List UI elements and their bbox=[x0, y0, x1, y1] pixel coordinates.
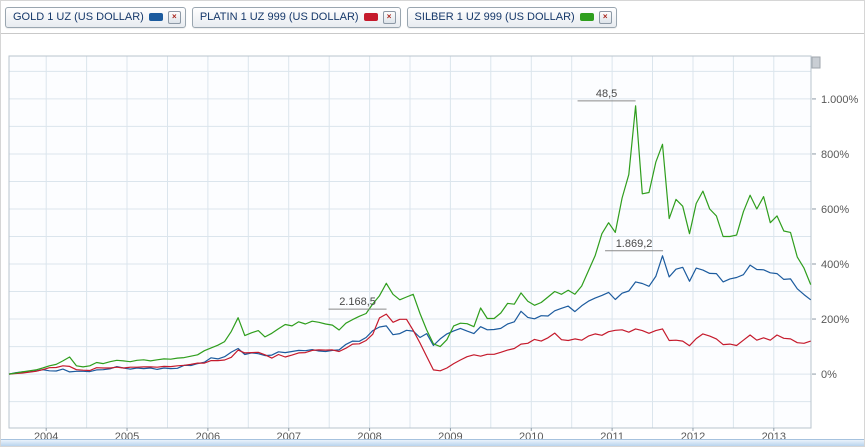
close-icon: × bbox=[386, 12, 392, 21]
series-line-silber bbox=[8, 105, 812, 375]
platin-color-swatch bbox=[363, 13, 378, 21]
gold-color-swatch bbox=[148, 13, 163, 21]
y-tick-label: 400% bbox=[821, 259, 849, 271]
annotation-label: 48,5 bbox=[596, 88, 617, 100]
annotation-label: 1.869,2 bbox=[616, 238, 653, 250]
close-icon: × bbox=[171, 12, 177, 21]
series-line-platin bbox=[8, 313, 811, 375]
chart-area: 0% 200% 400% 600% 800% 1.000% 2004 2005 2006 2007… bbox=[1, 35, 865, 443]
legend-chip-gold-close-button[interactable]: × bbox=[167, 10, 181, 24]
legend-chip-platin-label: PLATIN 1 UZ 999 (US DOLLAR) bbox=[199, 11, 359, 23]
legend-chip-gold: GOLD 1 UZ (US DOLLAR) × bbox=[5, 6, 186, 28]
y-axis-scroll-thumb[interactable] bbox=[811, 56, 821, 69]
y-tick-label: 200% bbox=[821, 314, 849, 326]
silber-color-swatch bbox=[579, 13, 594, 21]
y-tick-label: 600% bbox=[821, 204, 849, 216]
plot-frame bbox=[8, 55, 812, 429]
annotation-label: 2.168,5 bbox=[339, 296, 376, 308]
legend-chip-silber: SILBER 1 UZ 999 (US DOLLAR) × bbox=[406, 6, 617, 28]
legend-chip-platin-close-button[interactable]: × bbox=[382, 10, 396, 24]
series-line-gold bbox=[8, 255, 812, 375]
legend-bar: GOLD 1 UZ (US DOLLAR) × PLATIN 1 UZ 999 … bbox=[1, 1, 864, 34]
legend-chip-platin: PLATIN 1 UZ 999 (US DOLLAR) × bbox=[191, 6, 401, 28]
close-icon: × bbox=[602, 12, 608, 21]
legend-chip-silber-close-button[interactable]: × bbox=[598, 10, 612, 24]
y-tick-label: 800% bbox=[821, 149, 849, 161]
legend-chip-gold-label: GOLD 1 UZ (US DOLLAR) bbox=[13, 11, 144, 23]
horizontal-scrollbar[interactable] bbox=[1, 439, 864, 446]
y-tick-label: 1.000% bbox=[821, 94, 859, 106]
y-tick-label: 0% bbox=[821, 369, 837, 381]
legend-chip-silber-label: SILBER 1 UZ 999 (US DOLLAR) bbox=[414, 11, 575, 23]
performance-chart[interactable]: 0%200%400%600%800%1.000%2004 2005 2006 2007… bbox=[1, 35, 865, 443]
